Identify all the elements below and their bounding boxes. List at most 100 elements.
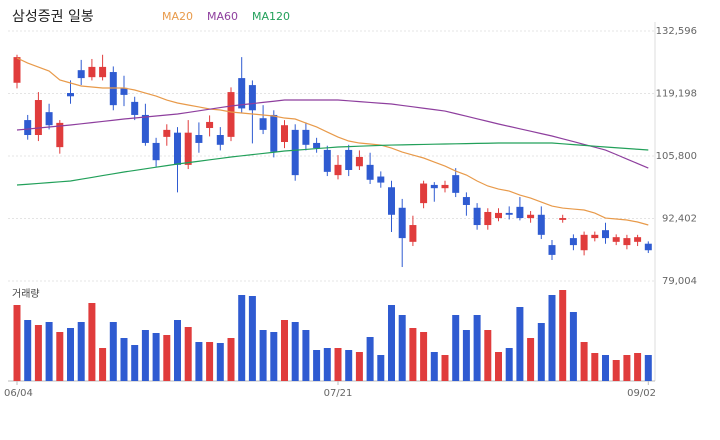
volume-bar xyxy=(270,332,278,381)
candle-body xyxy=(409,225,417,242)
volume-bar xyxy=(291,322,299,381)
ma-line xyxy=(16,57,649,226)
volume-bar xyxy=(420,332,428,381)
candle-body xyxy=(366,164,374,180)
candle-body xyxy=(377,176,385,183)
volume-bar xyxy=(131,345,139,381)
candle-body xyxy=(537,214,545,235)
volume-bar xyxy=(88,303,96,381)
candle-body xyxy=(313,142,321,149)
volume-bar xyxy=(120,338,128,381)
candle-body xyxy=(388,187,395,215)
candle-body xyxy=(109,72,117,106)
volume-bar xyxy=(345,350,353,381)
candle-body xyxy=(527,214,535,219)
volume-bar xyxy=(516,307,524,381)
candle-body xyxy=(430,184,438,189)
volume-bar xyxy=(163,335,171,381)
legend-entry: MA60 xyxy=(207,10,238,23)
candle-body xyxy=(441,184,449,189)
candle-body xyxy=(473,207,481,226)
volume-bar xyxy=(227,338,235,381)
candle-body xyxy=(24,120,32,136)
candle-body xyxy=(270,114,278,152)
volume-bar xyxy=(366,337,374,381)
volume-bar xyxy=(109,322,117,381)
volume-bar xyxy=(559,290,567,381)
volume-bar xyxy=(537,323,545,381)
volume-bar xyxy=(602,355,609,381)
volume-bar xyxy=(152,333,160,381)
volume-bar xyxy=(473,315,481,381)
volume-bar xyxy=(13,305,21,381)
candle-body xyxy=(505,212,513,215)
chart-title: 삼성증권 일봉 xyxy=(12,9,94,25)
candle-body xyxy=(323,149,331,172)
volume-bar xyxy=(313,350,321,381)
candle-body xyxy=(302,129,310,145)
candle-body xyxy=(259,118,267,130)
candle-body xyxy=(612,237,620,242)
candle-body xyxy=(569,238,577,246)
candle-body xyxy=(291,129,299,176)
volume-bar xyxy=(24,320,32,381)
ma-line xyxy=(16,99,649,169)
volume-bar xyxy=(355,352,363,381)
y-tick-label: 79,004 xyxy=(662,276,697,287)
volume-bar xyxy=(495,352,502,381)
candle-body xyxy=(602,230,609,239)
candle-body xyxy=(420,183,428,204)
volume-bar xyxy=(174,320,181,381)
volume-bar xyxy=(206,342,214,381)
volume-bar xyxy=(34,325,42,381)
candle-body xyxy=(152,142,160,161)
candle-body xyxy=(484,211,492,226)
volume-bar xyxy=(238,295,246,381)
candle-body xyxy=(644,243,652,251)
volume-bar xyxy=(569,312,577,381)
volume-bar xyxy=(388,305,395,381)
candle-body xyxy=(216,135,224,145)
candle-body xyxy=(634,237,642,242)
volume-bar xyxy=(452,315,460,381)
volume-label: 거래량 xyxy=(12,288,40,300)
candle-body xyxy=(206,121,214,129)
volume-bar xyxy=(67,328,74,381)
candle-body xyxy=(163,129,171,137)
y-tick-label: 119,198 xyxy=(656,89,697,100)
candle-body xyxy=(67,93,74,97)
candle-body xyxy=(623,238,631,246)
volume-bar xyxy=(548,295,556,381)
volume-bar xyxy=(527,338,535,381)
volume-bar xyxy=(377,355,385,381)
volume-bar xyxy=(644,355,652,381)
candle-body xyxy=(345,149,353,170)
candle-body xyxy=(34,100,42,136)
candle-body xyxy=(99,66,107,78)
candle-body xyxy=(334,164,342,176)
y-tick-label: 92,402 xyxy=(662,214,697,225)
y-tick-label: 105,800 xyxy=(656,151,697,162)
candle-body xyxy=(45,112,53,126)
candle-body xyxy=(462,197,470,205)
candle-body xyxy=(56,122,64,148)
candle-body xyxy=(120,87,128,95)
ma-line xyxy=(16,142,649,186)
candle-body xyxy=(591,234,599,239)
candle-body xyxy=(238,78,246,109)
y-tick-label: 132,596 xyxy=(656,26,697,37)
candle-body xyxy=(227,92,235,137)
volume-bar xyxy=(591,353,599,381)
volume-bar xyxy=(302,330,310,381)
volume-bar xyxy=(462,330,470,381)
volume-bar xyxy=(281,320,288,381)
candle-body xyxy=(141,114,149,143)
volume-bar xyxy=(184,327,192,381)
candle-body xyxy=(516,206,524,219)
candle-body xyxy=(495,212,502,219)
candle-body xyxy=(452,175,460,193)
candle-body xyxy=(88,66,96,78)
candle-body xyxy=(548,245,556,255)
candle-body xyxy=(559,218,567,220)
